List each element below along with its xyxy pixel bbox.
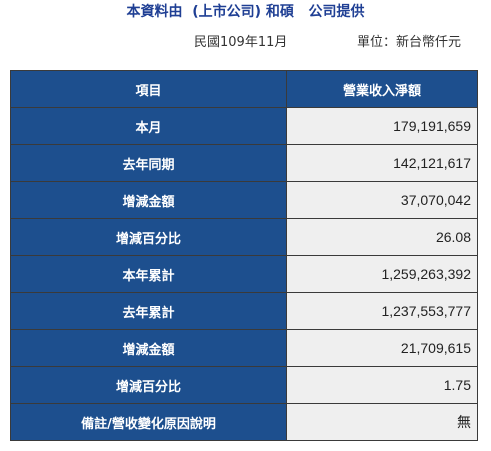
row-value: 1.75 [286, 366, 478, 404]
column-header-item: 項目 [10, 70, 287, 108]
report-period: 民國109年11月 [194, 35, 288, 50]
row-value: 1,237,553,777 [286, 292, 478, 330]
table-row: 去年同期 142,121,617 [10, 144, 478, 182]
row-label: 增減金額 [10, 181, 287, 219]
currency-unit: 單位：新台幣仟元 [357, 35, 462, 50]
report-title: 本資料由 (上市公司) 和碩 公司提供 [126, 4, 365, 20]
table-row: 去年累計 1,237,553,777 [10, 292, 478, 330]
row-value: 142,121,617 [286, 144, 478, 182]
row-label: 備註/營收變化原因說明 [10, 403, 287, 441]
row-value: 21,709,615 [286, 329, 478, 367]
row-value: 37,070,042 [286, 181, 478, 219]
row-value: 1,259,263,392 [286, 255, 478, 293]
row-value: 26.08 [286, 218, 478, 256]
row-label: 增減百分比 [10, 366, 287, 404]
row-label: 本月 [10, 107, 287, 145]
table-row: 本月 179,191,659 [10, 107, 478, 145]
table-row: 增減百分比 1.75 [10, 366, 478, 404]
row-label: 本年累計 [10, 255, 287, 293]
table-row: 增減百分比 26.08 [10, 218, 478, 256]
row-value: 無 [286, 403, 478, 441]
column-header-net-revenue: 營業收入淨額 [286, 70, 478, 108]
table-row: 增減金額 21,709,615 [10, 329, 478, 367]
table-header-row: 項目 營業收入淨額 [10, 70, 478, 108]
row-label: 去年同期 [10, 144, 287, 182]
row-label: 去年累計 [10, 292, 287, 330]
table-row: 備註/營收變化原因說明 無 [10, 403, 478, 441]
table-row: 本年累計 1,259,263,392 [10, 255, 478, 293]
revenue-table: 項目 營業收入淨額 本月 179,191,659 去年同期 142,121,61… [10, 70, 478, 441]
table-row: 增減金額 37,070,042 [10, 181, 478, 219]
row-label: 增減百分比 [10, 218, 287, 256]
row-value: 179,191,659 [286, 107, 478, 145]
row-label: 增減金額 [10, 329, 287, 367]
